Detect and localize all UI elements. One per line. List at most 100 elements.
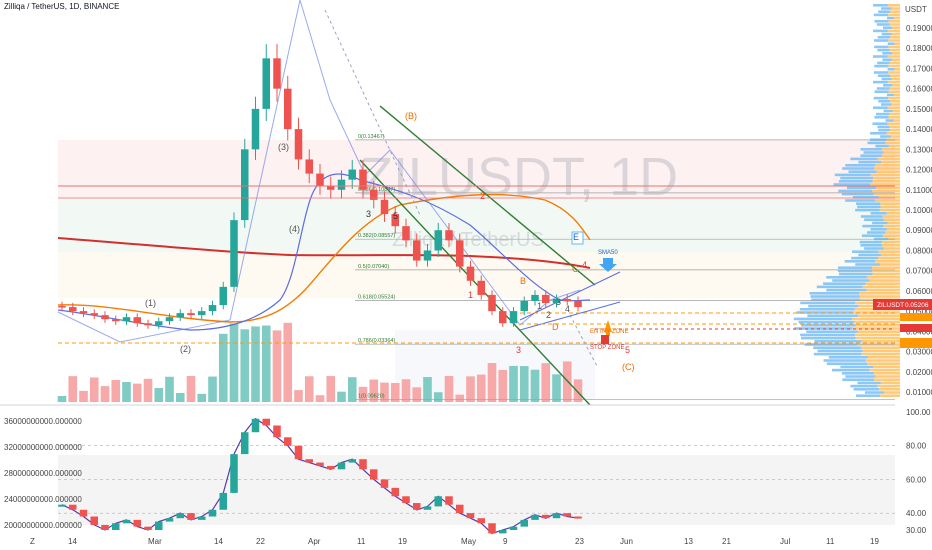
profile-bar-sell [883,247,900,250]
osc-candle [144,526,152,530]
profile-bar-buy [826,362,868,365]
profile-bar-sell [852,317,900,321]
volume-bar [165,376,174,402]
osc-right-label: 80.00 [906,442,927,451]
profile-bar-buy [842,167,874,170]
profile-bar-buy [877,61,890,65]
profile-bar-buy [851,256,879,260]
fib-label: 1(0.00620) [358,394,385,400]
wave-label: B [520,276,526,286]
volume-bar [552,374,561,402]
candle-body [101,315,109,320]
osc-candle [520,519,529,527]
osc-candle [348,459,357,463]
profile-bar-buy [845,199,876,202]
volume-bar [390,383,400,402]
profile-bar-sell [891,77,900,81]
profile-bar-sell [887,106,900,109]
wave-label: 1 [537,301,542,311]
projection-dashed [324,9,421,216]
profile-bar-sell [892,52,900,55]
profile-bar-buy [873,29,888,33]
candle-body [369,189,378,200]
profile-bar-buy [864,247,884,250]
candle-body [531,294,539,301]
profile-bar-buy [866,231,886,234]
profile-bar-buy [855,263,880,266]
profile-bar-sell [888,39,900,42]
profile-bar-sell [869,279,900,282]
candle-body [251,108,260,150]
profile-bar-buy [826,276,867,279]
profile-bar-sell [880,381,900,385]
profile-bar-buy [853,388,880,391]
candle-body [402,226,410,241]
profile-bar-buy [873,55,888,58]
profile-bar-sell [861,340,900,343]
entry-zone-label: ENTRY ZONE [590,329,628,335]
time-tick-label: Jul [780,537,790,546]
profile-bar-sell [879,263,900,266]
profile-bar-sell [889,125,900,129]
trade-annotations: SMA50 ENTRY ZONE STOP ZONE [571,231,628,351]
profile-bar-buy [823,359,866,362]
price-tick-label: 0.11000 [906,186,932,195]
profile-bar-sell [891,32,900,36]
profile-bar-buy [850,384,878,388]
profile-bar-sell [879,208,900,212]
profile-bar-buy [861,234,883,237]
fib-label: 0(0.13467) [358,134,385,140]
volume-bar [530,369,540,402]
volume-bar [68,376,78,402]
wave-label: 4 [582,260,587,270]
volume-bar [337,391,346,402]
profile-bar-buy [841,372,874,375]
profile-bar-buy [864,218,884,221]
candle-body [262,58,271,109]
candle-body [58,306,66,308]
candle-body [455,240,464,267]
profile-bar-buy [828,356,868,359]
profile-bar-buy [874,64,889,68]
osc-candle [488,523,496,534]
volume-bar [132,383,142,402]
profile-bar-buy [881,32,892,36]
wave-label: 4 [565,304,570,314]
profile-bar-buy [809,292,860,295]
volume-bar [240,329,250,402]
profile-bar-buy [811,298,861,301]
candle-body [348,169,357,180]
profile-bar-buy [841,192,874,196]
profile-bar-buy [855,208,880,212]
profile-bar-sell [886,132,900,135]
candle-body [574,301,582,308]
osc-candle [359,459,367,470]
profile-bar-buy [850,157,878,161]
profile-bar-sell [892,84,900,87]
wave-label: E [573,232,579,242]
candle-body [111,319,120,322]
profile-bar-sell [886,212,900,215]
volume-bar [143,378,153,402]
osc-candle [531,514,539,520]
osc-candle [230,454,238,493]
wave-label: C [572,264,579,274]
time-tick-label: 23 [575,537,584,546]
osc-candle [79,509,88,517]
profile-bar-buy [878,10,891,13]
osc-candle [219,492,228,510]
profile-bar-sell [890,74,900,77]
profile-bar-buy [883,84,893,87]
osc-candle [90,516,99,525]
profile-bar-buy [842,378,875,381]
time-axis[interactable]: Z 14 Mar 14 22 Apr 11 19 May 9 23 Jun 13 21 Jul 11 19 [30,537,879,546]
fib-label: 0.618(0.05524) [358,295,395,301]
profile-bar-sell [855,336,900,340]
osc-candle [176,513,185,519]
osc-candle [423,506,432,510]
volume-bar [401,379,411,402]
profile-bar-buy [877,48,890,52]
